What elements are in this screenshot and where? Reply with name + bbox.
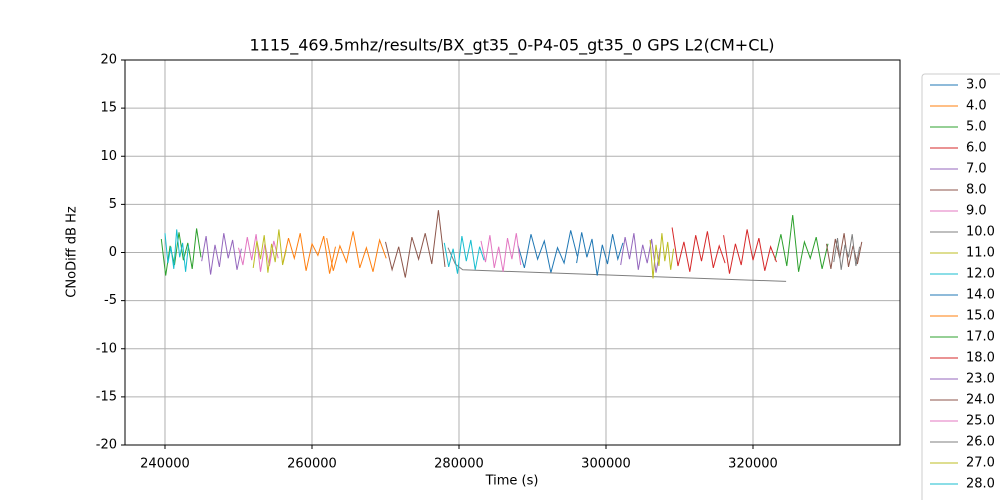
series-line bbox=[774, 214, 829, 272]
series-line bbox=[576, 232, 624, 276]
legend-label: 11.0 bbox=[966, 246, 995, 261]
legend-label: 27.0 bbox=[966, 456, 995, 471]
legend-label: 18.0 bbox=[966, 351, 995, 366]
legend-label: 8.0 bbox=[966, 183, 987, 198]
legend-label: 12.0 bbox=[966, 267, 995, 282]
x-tick-label: 280000 bbox=[434, 457, 484, 472]
legend-label: 15.0 bbox=[966, 309, 995, 324]
series-line bbox=[282, 233, 336, 274]
series-line bbox=[164, 229, 189, 272]
legend-label: 6.0 bbox=[966, 141, 987, 156]
y-tick-label: 20 bbox=[100, 53, 117, 68]
legend-label: 7.0 bbox=[966, 162, 987, 177]
y-tick-label: 0 bbox=[109, 245, 117, 260]
series-line bbox=[833, 234, 861, 270]
legend-label: 24.0 bbox=[966, 393, 995, 408]
x-tick-label: 240000 bbox=[140, 457, 190, 472]
legend-label: 10.0 bbox=[966, 225, 995, 240]
series-line bbox=[649, 233, 675, 279]
legend-label: 5.0 bbox=[966, 120, 987, 135]
legend-label: 26.0 bbox=[966, 435, 995, 450]
series-line bbox=[238, 234, 279, 272]
y-tick-label: -20 bbox=[96, 438, 117, 453]
legend-label: 17.0 bbox=[966, 330, 995, 345]
chart-title: 1115_469.5mhz/results/BX_gt35_0-P4-05_gt… bbox=[249, 36, 774, 56]
legend-label: 3.0 bbox=[966, 78, 987, 93]
series-line bbox=[671, 227, 726, 272]
series-line bbox=[517, 230, 578, 273]
legend-label: 9.0 bbox=[966, 204, 987, 219]
y-tick-label: 10 bbox=[100, 149, 117, 164]
x-tick-label: 260000 bbox=[287, 457, 337, 472]
x-tick-label: 300000 bbox=[581, 457, 631, 472]
legend-label: 25.0 bbox=[966, 414, 995, 429]
legend: 3.0 4.0 5.0 6.0 7.0 8.0 9.0 10.0 11.0 12.0 14.0 15.… bbox=[930, 78, 995, 492]
legend-label: 4.0 bbox=[966, 99, 987, 114]
plot-area bbox=[160, 210, 863, 282]
y-tick-label: -15 bbox=[96, 389, 117, 404]
legend-label: 14.0 bbox=[966, 288, 995, 303]
series-line bbox=[252, 229, 287, 273]
legend-label: 28.0 bbox=[966, 477, 995, 492]
y-tick-label: 15 bbox=[100, 101, 117, 116]
y-tick-label: 5 bbox=[109, 197, 117, 212]
series-line bbox=[620, 233, 661, 273]
x-axis-label: Time (s) bbox=[485, 474, 539, 489]
series-line bbox=[826, 233, 863, 269]
legend-label: 23.0 bbox=[966, 372, 995, 387]
series-line bbox=[326, 231, 387, 272]
x-tick-label: 320000 bbox=[728, 457, 778, 472]
y-tick-label: -10 bbox=[96, 341, 117, 356]
series-line bbox=[385, 210, 446, 278]
y-axis-label: CNoDiff dB Hz bbox=[65, 206, 80, 298]
y-tick-label: -5 bbox=[104, 293, 117, 308]
legend-box bbox=[921, 73, 1000, 500]
series-line bbox=[723, 229, 777, 274]
series-line bbox=[201, 233, 242, 275]
series-line bbox=[480, 233, 522, 272]
series-line bbox=[443, 236, 485, 274]
